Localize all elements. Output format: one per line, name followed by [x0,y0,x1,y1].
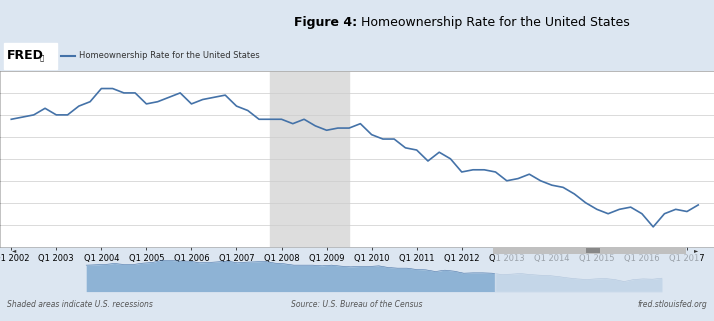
Text: FRED: FRED [7,49,44,62]
Bar [271,71,349,247]
Text: Shaded areas indicate U.S. recessions: Shaded areas indicate U.S. recessions [7,300,153,309]
Text: Figure 4:: Figure 4: [294,16,357,29]
Text: Homeownership Rate for the United States: Homeownership Rate for the United States [357,16,630,29]
Text: Source: U.S. Bureau of the Census: Source: U.S. Bureau of the Census [291,300,423,309]
Text: fred.stlouisfed.org: fred.stlouisfed.org [637,300,707,309]
Text: 📈: 📈 [39,54,44,61]
FancyBboxPatch shape [4,43,57,68]
Text: Homeownership Rate for the United States: Homeownership Rate for the United States [79,51,259,60]
